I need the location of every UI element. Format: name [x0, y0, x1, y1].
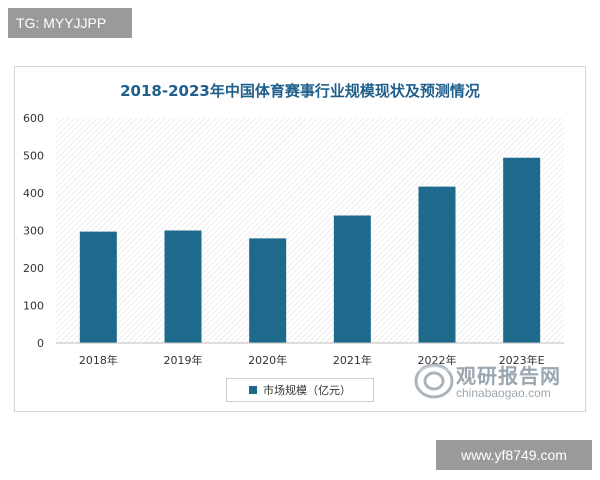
x-axis: 2018年 2019年 2020年 2021年 2022年 2023年E [56, 342, 564, 367]
legend-label: 市场规模（亿元） [263, 384, 351, 397]
y-tick-label: 400 [23, 187, 44, 200]
y-tick-label: 100 [23, 300, 44, 313]
bar [249, 238, 287, 343]
x-tick-label: 2018年 [79, 353, 118, 367]
y-tick-label: 0 [37, 337, 44, 350]
x-tick-label: 2020年 [248, 353, 287, 367]
x-tick-label: 2022年 [418, 353, 457, 367]
x-tick-label: 2019年 [164, 353, 203, 367]
bar-series [79, 157, 541, 343]
y-tick-label: 200 [23, 262, 44, 275]
watermark-url: chinabaogao.com [456, 386, 551, 400]
watermark-brand: 观研报告网 [456, 364, 561, 388]
chinabaogao-logo-icon [414, 363, 454, 399]
bar [503, 157, 541, 343]
y-tick-label: 300 [23, 225, 44, 238]
chart-legend: 市场规模（亿元） [226, 378, 374, 402]
legend-swatch [249, 386, 257, 394]
bar [418, 186, 456, 343]
chart-title: 2018-2023年中国体育赛事行业规模现状及预测情况 [120, 82, 480, 100]
plot-area [56, 118, 564, 343]
site-watermark-label: www.yf8749.com [436, 440, 592, 470]
bar [164, 230, 202, 343]
x-tick-label: 2023年E [499, 353, 545, 367]
y-axis: 0 100 200 300 400 500 600 [23, 112, 44, 350]
bar [333, 215, 371, 343]
x-tick-label: 2021年 [333, 353, 372, 367]
tg-watermark-label: TG: MYYJJPP [8, 8, 132, 38]
y-tick-label: 600 [23, 112, 44, 125]
y-tick-label: 500 [23, 150, 44, 163]
bar [79, 231, 117, 343]
